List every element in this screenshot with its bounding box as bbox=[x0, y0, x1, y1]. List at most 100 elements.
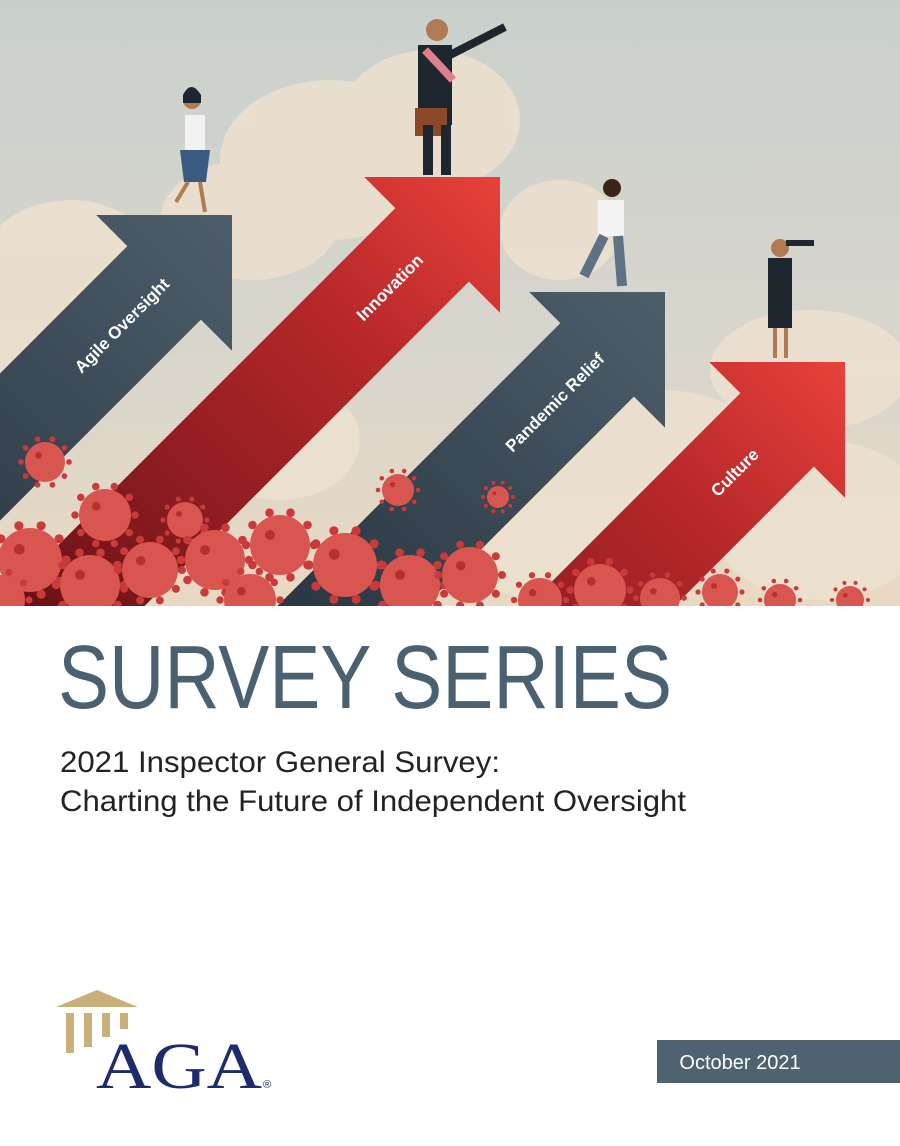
virus-spike bbox=[171, 584, 180, 593]
virus bbox=[481, 480, 515, 514]
virus-spike bbox=[378, 600, 387, 606]
virus-spike bbox=[566, 586, 574, 594]
virus-spike bbox=[171, 547, 180, 556]
virus-spot bbox=[14, 544, 25, 555]
virus-spike bbox=[371, 580, 381, 590]
virus-body bbox=[224, 574, 276, 606]
virus-spike bbox=[286, 573, 295, 582]
virus-spike bbox=[491, 480, 496, 485]
virus-spike bbox=[303, 520, 312, 530]
virus-spike bbox=[18, 459, 24, 465]
virus-spike bbox=[375, 487, 381, 493]
virus-spike bbox=[175, 496, 181, 502]
virus-spike bbox=[562, 596, 570, 604]
virus-spike bbox=[248, 520, 257, 530]
virus-spike bbox=[483, 503, 488, 508]
virus-spot bbox=[265, 530, 275, 540]
virus-spike bbox=[237, 567, 245, 576]
virus-spot bbox=[176, 511, 182, 517]
subtitle-line: Charting the Future of Independent Overs… bbox=[60, 785, 687, 818]
virus bbox=[114, 535, 186, 605]
arrow: Agile Oversight bbox=[0, 215, 232, 606]
virus-spike bbox=[131, 511, 139, 519]
virus-spot bbox=[136, 556, 146, 566]
virus-spot bbox=[237, 587, 246, 596]
virus-spike bbox=[248, 560, 257, 570]
virus-spike bbox=[475, 601, 484, 606]
virus-spike bbox=[110, 482, 118, 491]
virus-spike bbox=[528, 572, 536, 579]
virus-spike bbox=[378, 560, 387, 570]
virus-spike bbox=[125, 493, 133, 502]
virus-spike bbox=[681, 595, 687, 601]
virus-spike bbox=[440, 552, 449, 561]
virus-spike bbox=[96, 548, 105, 557]
virus-body bbox=[167, 502, 203, 538]
virus-spike bbox=[626, 586, 634, 594]
virus-spike bbox=[500, 480, 505, 485]
virus-spike bbox=[120, 584, 129, 593]
virus-spike bbox=[241, 540, 251, 550]
virus-body bbox=[0, 575, 25, 606]
virus-body bbox=[702, 574, 738, 606]
virus-spike bbox=[433, 600, 442, 606]
virus-spike bbox=[508, 503, 513, 508]
virus-spike bbox=[695, 589, 701, 595]
virus-spike bbox=[265, 508, 274, 517]
virus-spot bbox=[35, 452, 42, 459]
virus-spike bbox=[491, 552, 500, 561]
virus-spike bbox=[699, 576, 705, 582]
virus-spot bbox=[456, 561, 466, 571]
virus-spike bbox=[389, 506, 395, 512]
virus-spike bbox=[833, 587, 838, 592]
virus-spike bbox=[664, 572, 671, 579]
virus-spike bbox=[475, 540, 484, 549]
virus-body bbox=[60, 555, 120, 606]
virus-spike bbox=[676, 581, 683, 587]
virus-spike bbox=[19, 579, 28, 587]
virus-spike bbox=[160, 517, 166, 523]
logo: AGA ® bbox=[56, 990, 271, 1103]
virus-spike bbox=[351, 526, 361, 536]
virus-spike bbox=[61, 445, 68, 451]
virus-spike bbox=[54, 534, 64, 544]
virus-spike bbox=[699, 602, 705, 606]
virus-spike bbox=[710, 568, 716, 574]
virus-spike bbox=[178, 566, 186, 574]
virus-body bbox=[487, 486, 509, 508]
virus-spike bbox=[389, 468, 395, 474]
virus-spike bbox=[620, 603, 628, 606]
virus-spike bbox=[783, 578, 789, 584]
virus bbox=[757, 578, 803, 606]
virus-spot bbox=[329, 549, 340, 560]
virus-spike bbox=[434, 571, 442, 579]
virus-body bbox=[185, 530, 245, 590]
virus-body bbox=[313, 533, 377, 597]
virus-spot bbox=[650, 588, 657, 595]
virus-spike bbox=[739, 589, 745, 595]
virus-spike bbox=[515, 581, 523, 588]
virus-spike bbox=[155, 535, 164, 544]
virus-spike bbox=[286, 508, 295, 517]
virus bbox=[71, 482, 139, 548]
virus-spike bbox=[771, 578, 777, 584]
virus-spike bbox=[189, 496, 195, 502]
virus-spike bbox=[183, 535, 192, 545]
virus-spike bbox=[411, 475, 417, 481]
virus-spike bbox=[456, 601, 465, 606]
virus-spike bbox=[61, 473, 68, 479]
virus-spike bbox=[395, 548, 404, 557]
virus-spike bbox=[58, 600, 67, 606]
virus-spike bbox=[14, 521, 24, 531]
virus-spike bbox=[793, 585, 799, 591]
virus-body bbox=[518, 578, 562, 606]
virus-spike bbox=[491, 589, 500, 598]
virus-spike bbox=[92, 482, 100, 491]
virus-spike bbox=[22, 473, 29, 479]
virus-spike bbox=[120, 547, 129, 556]
virus-spike bbox=[77, 493, 85, 502]
virus-spike bbox=[481, 495, 485, 499]
virus-spike bbox=[649, 572, 656, 579]
virus-spike bbox=[200, 588, 209, 597]
